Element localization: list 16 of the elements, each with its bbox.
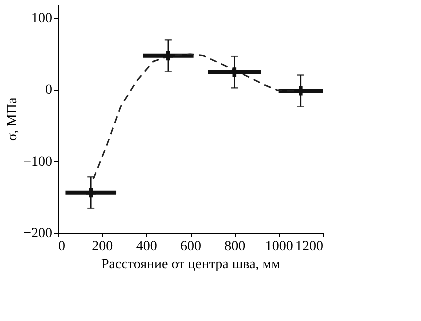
x-tick-label: 0 <box>58 240 66 254</box>
y-axis-title: σ, МПа <box>6 97 21 142</box>
x-tick-label: 1200 <box>296 240 324 254</box>
x-tick-label: 1000 <box>265 240 294 254</box>
x-axis-title: Расстояние от центра шва, мм <box>101 258 281 272</box>
x-tick-label: 600 <box>180 240 202 254</box>
point <box>86 188 96 198</box>
x-tick-label: 200 <box>92 240 114 254</box>
x-tick-label: 400 <box>136 240 158 254</box>
x-tick-label: 800 <box>224 240 246 254</box>
y-tick-label: 0 <box>46 83 52 98</box>
point <box>164 51 174 61</box>
y-tick-label: −100 <box>24 154 52 170</box>
y-tick-label: −200 <box>24 226 52 242</box>
y-tick-label: 100 <box>32 11 52 26</box>
point <box>230 68 240 78</box>
